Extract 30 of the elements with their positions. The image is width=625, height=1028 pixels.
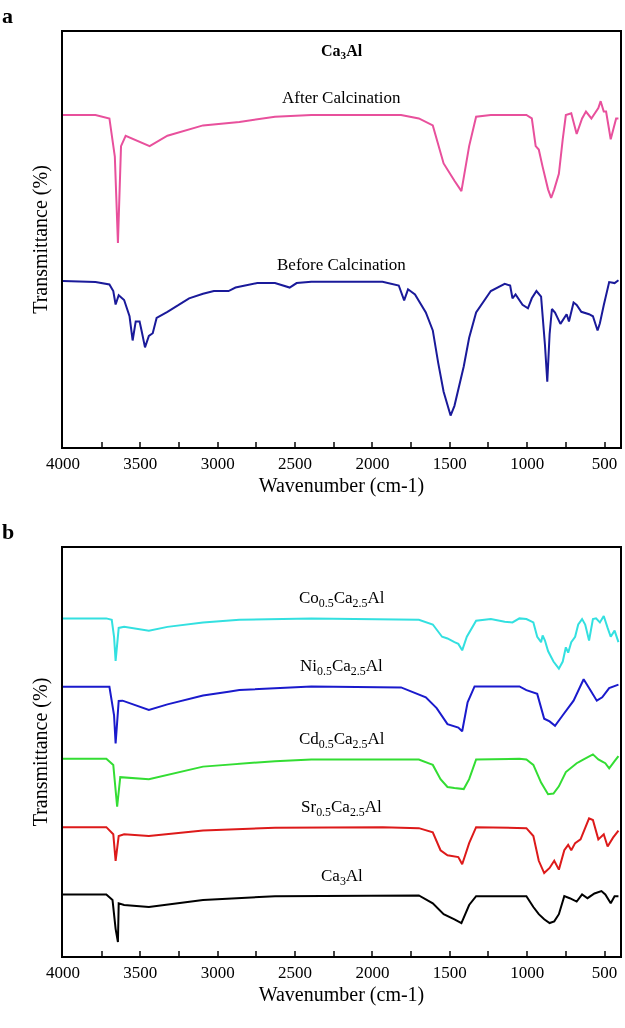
series-label: Before Calcination xyxy=(277,255,407,274)
series-label: After Calcination xyxy=(282,88,401,107)
series-label: Ni$_{0.5}$Ca$_{2.5}$Al xyxy=(300,656,383,678)
series-label: Cd$_{0.5}$Ca$_{2.5}$Al xyxy=(299,729,385,751)
x-tick-label: 4000 xyxy=(46,454,80,474)
x-tick-label: 4000 xyxy=(46,963,80,983)
x-axis-title: Wavenumber (cm-1) xyxy=(258,474,425,498)
x-tick-label: 2000 xyxy=(355,963,390,983)
x-tick-label: 3000 xyxy=(200,454,235,474)
x-tick-label: 3000 xyxy=(200,963,235,983)
y-axis-title: Transmittance (%) xyxy=(29,165,53,314)
x-tick-label: 2500 xyxy=(278,454,313,474)
series-label: Ca$_{3}$Al xyxy=(321,866,364,888)
series-label: Co$_{0.5}$Ca$_{2.5}$Al xyxy=(299,588,385,610)
x-tick-label: 1000 xyxy=(510,963,545,983)
chart-title: a xyxy=(2,3,13,28)
y-axis-title: Transmittance (%) xyxy=(29,677,53,827)
x-tick-label: 2500 xyxy=(278,963,313,983)
x-tick-label: 500 xyxy=(591,963,618,983)
x-tick-label: 1500 xyxy=(432,454,467,474)
x-tick-label: 3500 xyxy=(123,963,158,983)
x-tick-label: 1000 xyxy=(510,454,545,474)
chart-subtitle: Ca$_{3}$Al xyxy=(321,42,363,62)
series-label: Sr$_{0.5}$Ca$_{2.5}$Al xyxy=(301,797,383,819)
chart-title: b xyxy=(2,519,15,544)
x-tick-label: 1500 xyxy=(432,963,467,983)
x-tick-label: 500 xyxy=(591,454,618,474)
x-tick-label: 2000 xyxy=(355,454,390,474)
x-axis-title: Wavenumber (cm-1) xyxy=(258,983,425,1007)
x-tick-label: 3500 xyxy=(123,454,158,474)
